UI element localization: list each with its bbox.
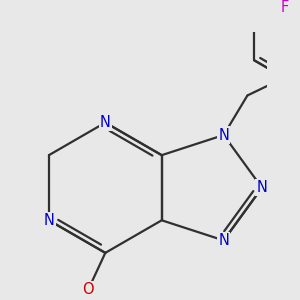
Text: O: O bbox=[82, 282, 94, 297]
Text: N: N bbox=[100, 115, 111, 130]
Text: F: F bbox=[280, 0, 288, 15]
Text: N: N bbox=[218, 128, 229, 142]
Text: N: N bbox=[218, 233, 229, 248]
Text: N: N bbox=[256, 180, 267, 195]
Text: N: N bbox=[44, 213, 54, 228]
